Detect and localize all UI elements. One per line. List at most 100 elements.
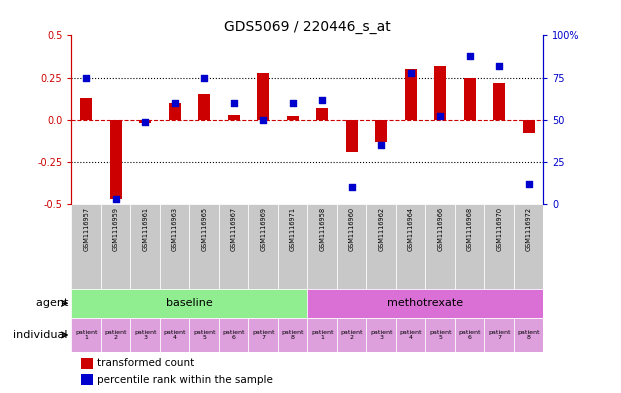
Text: patient
8: patient 8 — [281, 330, 304, 340]
Text: patient
1: patient 1 — [75, 330, 97, 340]
Bar — [493, 83, 505, 120]
Point — [170, 100, 179, 106]
Text: GSM1116963: GSM1116963 — [171, 207, 178, 251]
Text: patient
1: patient 1 — [311, 330, 333, 340]
Point — [81, 74, 91, 81]
Text: GSM1116972: GSM1116972 — [525, 207, 532, 251]
Point — [229, 100, 238, 106]
Bar — [278, 204, 307, 289]
Text: GSM1116962: GSM1116962 — [378, 207, 384, 251]
Text: GSM1116959: GSM1116959 — [112, 207, 119, 251]
Point — [494, 62, 504, 69]
Text: agent: agent — [35, 298, 71, 308]
Bar — [189, 318, 219, 352]
Bar — [71, 318, 101, 352]
Bar — [307, 204, 337, 289]
Point — [435, 113, 445, 119]
Text: GSM1116958: GSM1116958 — [319, 207, 325, 251]
Text: GSM1116968: GSM1116968 — [466, 207, 473, 251]
Text: patient
7: patient 7 — [488, 330, 510, 340]
Point — [288, 100, 297, 106]
Bar — [71, 204, 101, 289]
Bar — [316, 108, 328, 120]
Bar — [130, 204, 160, 289]
Bar — [71, 289, 307, 318]
Bar — [523, 120, 535, 133]
Bar — [130, 318, 160, 352]
Bar — [80, 98, 92, 120]
Text: baseline: baseline — [166, 298, 213, 308]
Bar — [278, 318, 307, 352]
Text: transformed count: transformed count — [97, 358, 194, 368]
Bar — [257, 73, 269, 120]
Bar — [455, 318, 484, 352]
Text: patient
4: patient 4 — [163, 330, 186, 340]
Bar — [110, 120, 122, 199]
Bar — [219, 204, 248, 289]
Text: GSM1116967: GSM1116967 — [230, 207, 237, 251]
Text: methotrexate: methotrexate — [388, 298, 463, 308]
Text: percentile rank within the sample: percentile rank within the sample — [97, 375, 273, 385]
Text: patient
3: patient 3 — [134, 330, 156, 340]
Bar — [81, 358, 93, 369]
Bar — [189, 204, 219, 289]
Bar — [337, 318, 366, 352]
Bar — [455, 204, 484, 289]
Bar — [169, 103, 181, 120]
Bar — [307, 289, 543, 318]
Text: patient
7: patient 7 — [252, 330, 274, 340]
Text: GSM1116964: GSM1116964 — [407, 207, 414, 251]
Point — [317, 96, 327, 103]
Title: GDS5069 / 220446_s_at: GDS5069 / 220446_s_at — [224, 20, 391, 34]
Point — [465, 53, 474, 59]
Bar — [405, 69, 417, 120]
Bar — [307, 318, 337, 352]
Text: patient
2: patient 2 — [104, 330, 127, 340]
Bar — [396, 204, 425, 289]
Text: patient
5: patient 5 — [429, 330, 451, 340]
Bar — [514, 318, 543, 352]
Text: GSM1116957: GSM1116957 — [83, 207, 89, 251]
Text: GSM1116960: GSM1116960 — [348, 207, 355, 251]
Text: GSM1116971: GSM1116971 — [289, 207, 296, 251]
Bar — [228, 115, 240, 120]
Bar — [287, 116, 299, 120]
Bar — [337, 204, 366, 289]
Bar — [434, 66, 446, 120]
Text: GSM1116965: GSM1116965 — [201, 207, 207, 251]
Bar — [514, 204, 543, 289]
Text: GSM1116969: GSM1116969 — [260, 207, 266, 251]
Text: GSM1116961: GSM1116961 — [142, 207, 148, 251]
Text: individual: individual — [14, 330, 71, 340]
Bar — [484, 204, 514, 289]
Text: GSM1116966: GSM1116966 — [437, 207, 443, 251]
Point — [524, 181, 533, 187]
Bar — [81, 374, 93, 386]
Bar — [198, 94, 210, 120]
Point — [258, 117, 268, 123]
Bar — [248, 318, 278, 352]
Bar — [464, 77, 476, 120]
Text: patient
8: patient 8 — [517, 330, 540, 340]
Point — [199, 74, 209, 81]
Bar — [375, 120, 387, 142]
Bar — [346, 120, 358, 152]
Bar — [248, 204, 278, 289]
Bar — [101, 204, 130, 289]
Bar — [139, 120, 151, 123]
Text: patient
6: patient 6 — [458, 330, 481, 340]
Text: patient
5: patient 5 — [193, 330, 215, 340]
Text: GSM1116970: GSM1116970 — [496, 207, 502, 251]
Text: patient
3: patient 3 — [370, 330, 392, 340]
Point — [376, 142, 386, 148]
Text: patient
4: patient 4 — [399, 330, 422, 340]
Bar — [160, 204, 189, 289]
Bar — [219, 318, 248, 352]
Bar — [396, 318, 425, 352]
Bar — [425, 204, 455, 289]
Bar — [484, 318, 514, 352]
Bar — [101, 318, 130, 352]
Text: patient
6: patient 6 — [222, 330, 245, 340]
Point — [406, 70, 415, 76]
Text: patient
2: patient 2 — [340, 330, 363, 340]
